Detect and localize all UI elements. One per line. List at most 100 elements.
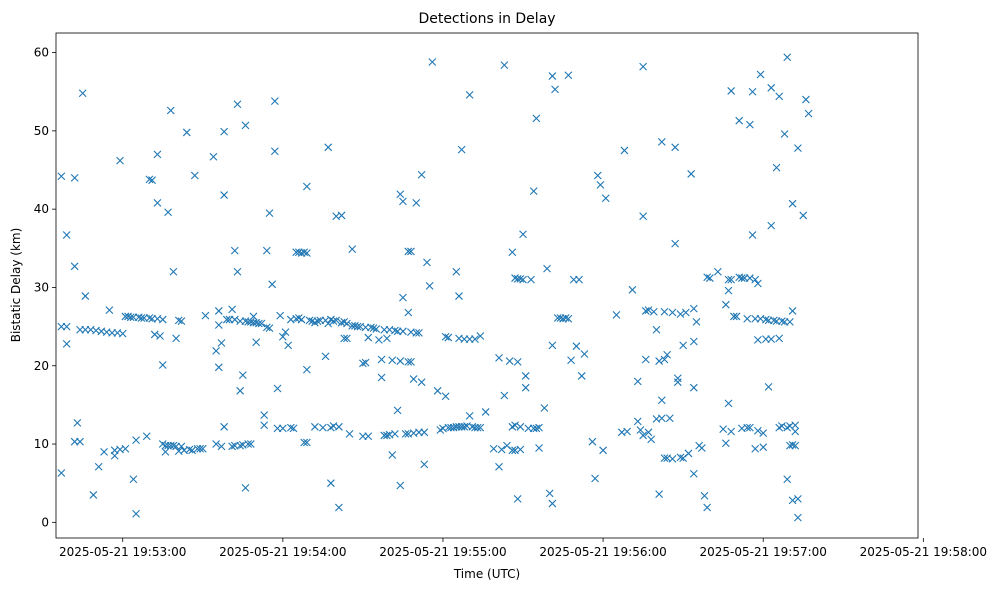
data-point [673,378,682,387]
data-point [727,87,736,95]
data-point [575,275,583,284]
y-tick-label: 0 [41,515,49,529]
data-point [372,325,381,333]
data-point [324,143,333,152]
data-point [689,469,698,478]
data-point [57,469,66,477]
data-point [73,419,82,427]
data-point [657,414,666,423]
data-point [302,365,311,374]
data-point [529,187,538,196]
data-point [241,484,250,492]
data-point [644,428,653,437]
data-point [593,171,602,180]
data-point [721,300,730,309]
data-point [705,274,714,282]
data-point [759,443,768,452]
data-point [364,333,373,342]
data-point [508,446,517,455]
data-point [244,440,253,448]
data-point [217,442,226,451]
data-point [791,427,800,436]
data-point [780,130,789,138]
data-point [145,314,154,322]
data-point [660,454,669,463]
data-point [388,356,397,365]
data-point [665,414,674,423]
data-point [455,292,463,300]
data-point [126,313,135,322]
data-point [150,330,159,339]
data-point [217,339,226,347]
data-point [689,337,698,346]
scatter-points [57,53,813,522]
data-point [388,451,397,459]
data-point [561,314,570,322]
data-point [196,444,204,453]
data-point [703,273,712,282]
data-point [548,72,557,80]
data-point [396,481,405,490]
data-point [404,308,413,317]
data-point [751,444,760,453]
x-axis-ticks: 2025-05-21 19:53:00 2025-05-21 19:54:00 20… [59,538,987,559]
data-point [471,335,479,344]
data-point [383,334,391,343]
data-point [788,496,797,505]
x-tick-label: 2025-05-21 19:54:00 [219,545,346,559]
data-point [313,317,322,326]
data-point [655,490,664,499]
data-point [302,438,311,447]
data-point [407,247,415,256]
data-point [270,147,279,156]
data-point [369,324,378,333]
data-point [743,314,752,323]
data-point [794,513,802,522]
data-point [804,109,813,118]
data-point [770,316,778,325]
data-point [679,341,688,350]
data-point [633,417,642,426]
y-axis-ticks: 0 10 20 30 40 50 60 [34,46,56,529]
data-point [521,372,530,380]
data-point [721,439,730,448]
data-point [105,306,114,315]
data-point [254,319,263,328]
data-point [289,424,298,433]
data-point [444,333,453,342]
data-point [281,328,290,336]
data-point [500,391,509,400]
data-point [412,328,421,337]
data-point [375,336,383,344]
data-point [660,307,669,316]
data-point [778,422,786,430]
data-point [172,334,180,343]
data-point [94,462,103,471]
data-point [788,440,797,449]
data-point [564,314,573,323]
data-point [476,332,485,340]
data-point [273,384,282,393]
data-point [276,311,285,320]
y-tick-label: 50 [34,124,49,138]
data-point [238,371,247,380]
data-point [132,436,140,445]
data-point [198,444,207,453]
data-point [775,334,784,343]
data-point [236,386,245,395]
data-point [214,363,223,372]
data-point [420,460,429,469]
data-point [404,247,413,256]
data-point [345,429,354,438]
data-point [228,305,237,314]
data-point [791,441,800,450]
data-point [802,95,810,104]
data-point [76,437,84,446]
data-point [209,152,218,161]
data-point [636,426,645,434]
data-point [511,421,519,430]
data-point [628,285,637,294]
data-point [612,310,621,319]
data-point [377,355,386,364]
data-point [668,308,677,317]
